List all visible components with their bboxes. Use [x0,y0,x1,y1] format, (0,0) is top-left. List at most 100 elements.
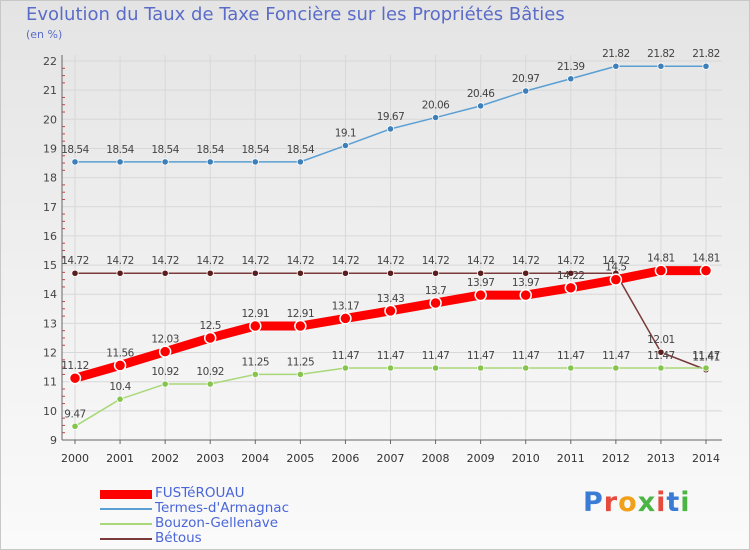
point-b-tous [296,269,304,277]
data-label-termes-d-armagnac: 21.82 [692,48,720,60]
y-tick-label: 10 [43,405,57,418]
point-fust-rouau [699,264,713,277]
data-label-termes-d-armagnac: 18.54 [151,144,179,156]
data-label-fust-rouau: 12.91 [242,308,270,320]
point-bouzon-gellenave [251,370,259,379]
data-label-bouzon-gellenave: 11.47 [332,350,360,362]
point-fust-rouau [384,304,397,318]
data-label-fust-rouau: 12.5 [200,320,221,332]
point-fust-rouau [203,331,217,345]
legend-label: FUSTéROUAU [155,485,245,501]
y-tick-label: 13 [43,317,57,330]
point-b-tous [161,269,169,277]
point-bouzon-gellenave [431,364,440,372]
data-label-b-tous: 11.41 [692,352,720,364]
point-fust-rouau [564,281,578,295]
data-label-b-tous: 14.72 [242,255,270,267]
y-tick-label: 18 [43,172,57,185]
point-termes-d-armagnac [702,62,710,70]
y-tick-label: 16 [43,230,57,243]
x-tick-label: 2003 [196,452,224,465]
data-label-termes-d-armagnac: 21.82 [647,48,675,60]
x-tick-label: 2006 [331,452,359,465]
x-tick-label: 2001 [106,452,134,465]
data-label-b-tous: 12.01 [647,334,675,346]
proxiti-logo: Proxiti [583,487,691,518]
point-bouzon-gellenave [522,364,530,372]
y-tick-label: 19 [43,142,57,155]
point-termes-d-armagnac [296,158,304,166]
data-label-bouzon-gellenave: 11.47 [557,350,585,362]
point-b-tous [386,269,395,277]
y-tick-label: 15 [43,259,57,272]
data-label-termes-d-armagnac: 18.54 [287,144,315,156]
point-b-tous [522,269,530,277]
point-termes-d-armagnac [71,158,79,166]
point-bouzon-gellenave [612,364,620,372]
data-label-b-tous: 14.72 [422,255,450,267]
legend-swatch [100,538,152,540]
x-tick-label: 2009 [467,452,495,465]
data-label-termes-d-armagnac: 18.54 [196,144,224,156]
x-tick-label: 2011 [557,452,585,465]
point-bouzon-gellenave [296,370,304,379]
logo-letter: r [603,487,619,518]
data-label-fust-rouau: 13.43 [377,293,405,305]
point-b-tous [116,269,124,277]
data-label-bouzon-gellenave: 11.47 [602,350,630,362]
y-tick-label: 17 [43,201,57,214]
data-label-b-tous: 14.72 [602,255,630,267]
data-label-bouzon-gellenave: 11.47 [422,350,450,362]
point-b-tous [431,269,440,277]
point-termes-d-armagnac [567,75,575,83]
legend-label: Bétous [155,530,202,546]
x-tick-label: 2014 [692,452,720,465]
y-tick-label: 11 [43,376,57,389]
data-label-b-tous: 14.72 [557,255,585,267]
data-label-fust-rouau: 14.5 [605,262,626,274]
data-label-b-tous: 14.72 [106,255,134,267]
data-label-b-tous: 14.72 [467,255,495,267]
point-bouzon-gellenave [71,422,79,430]
axes-layer: 9 10 11 12 13 14 15 16 17 18 19 20 21 22 2000 2001 2002 2… [43,55,722,465]
point-fust-rouau [654,264,668,277]
y-tick-label: 14 [43,288,57,301]
point-fust-rouau [339,312,352,325]
data-label-bouzon-gellenave: 11.47 [467,350,495,362]
data-label-termes-d-armagnac: 20.46 [467,88,495,100]
chart-title: Evolution du Taux de Taxe Foncière sur l… [26,4,565,25]
y-tick-label: 20 [43,113,57,126]
unit-label: (en %) [26,28,63,41]
logo-letter: P [583,487,604,518]
data-label-bouzon-gellenave: 11.25 [242,356,270,368]
point-fust-rouau [519,288,532,302]
data-label-bouzon-gellenave: 11.47 [512,350,540,362]
data-label-bouzon-gellenave: 10.4 [109,381,131,393]
point-bouzon-gellenave [477,364,485,372]
data-label-fust-rouau: 14.81 [647,253,675,265]
data-label-fust-rouau: 13.97 [467,277,495,289]
point-bouzon-gellenave [206,380,214,388]
point-termes-d-armagnac [116,158,124,166]
x-tick-label: 2002 [151,452,179,465]
x-tick-label: 2008 [422,452,450,465]
point-fust-rouau [113,359,127,372]
data-label-termes-d-armagnac: 20.06 [422,100,450,112]
point-termes-d-armagnac [341,141,350,150]
data-label-bouzon-gellenave: 10.92 [151,366,179,378]
grid-layer [62,55,722,441]
data-label-b-tous: 14.72 [332,255,360,267]
y-tick-label: 22 [43,55,57,68]
y-tick-label: 21 [43,84,57,97]
x-tick-label: 2012 [602,452,630,465]
point-bouzon-gellenave [702,364,710,372]
point-termes-d-armagnac [161,158,169,166]
data-label-bouzon-gellenave: 9.47 [64,408,85,420]
data-label-fust-rouau: 14.81 [692,253,720,265]
legend-label: Bouzon-Gellenave [155,515,279,531]
point-fust-rouau [294,319,307,333]
logo-letter: o [618,487,638,518]
data-label-bouzon-gellenave: 10.92 [196,366,224,378]
data-label-bouzon-gellenave: 11.47 [377,350,405,362]
